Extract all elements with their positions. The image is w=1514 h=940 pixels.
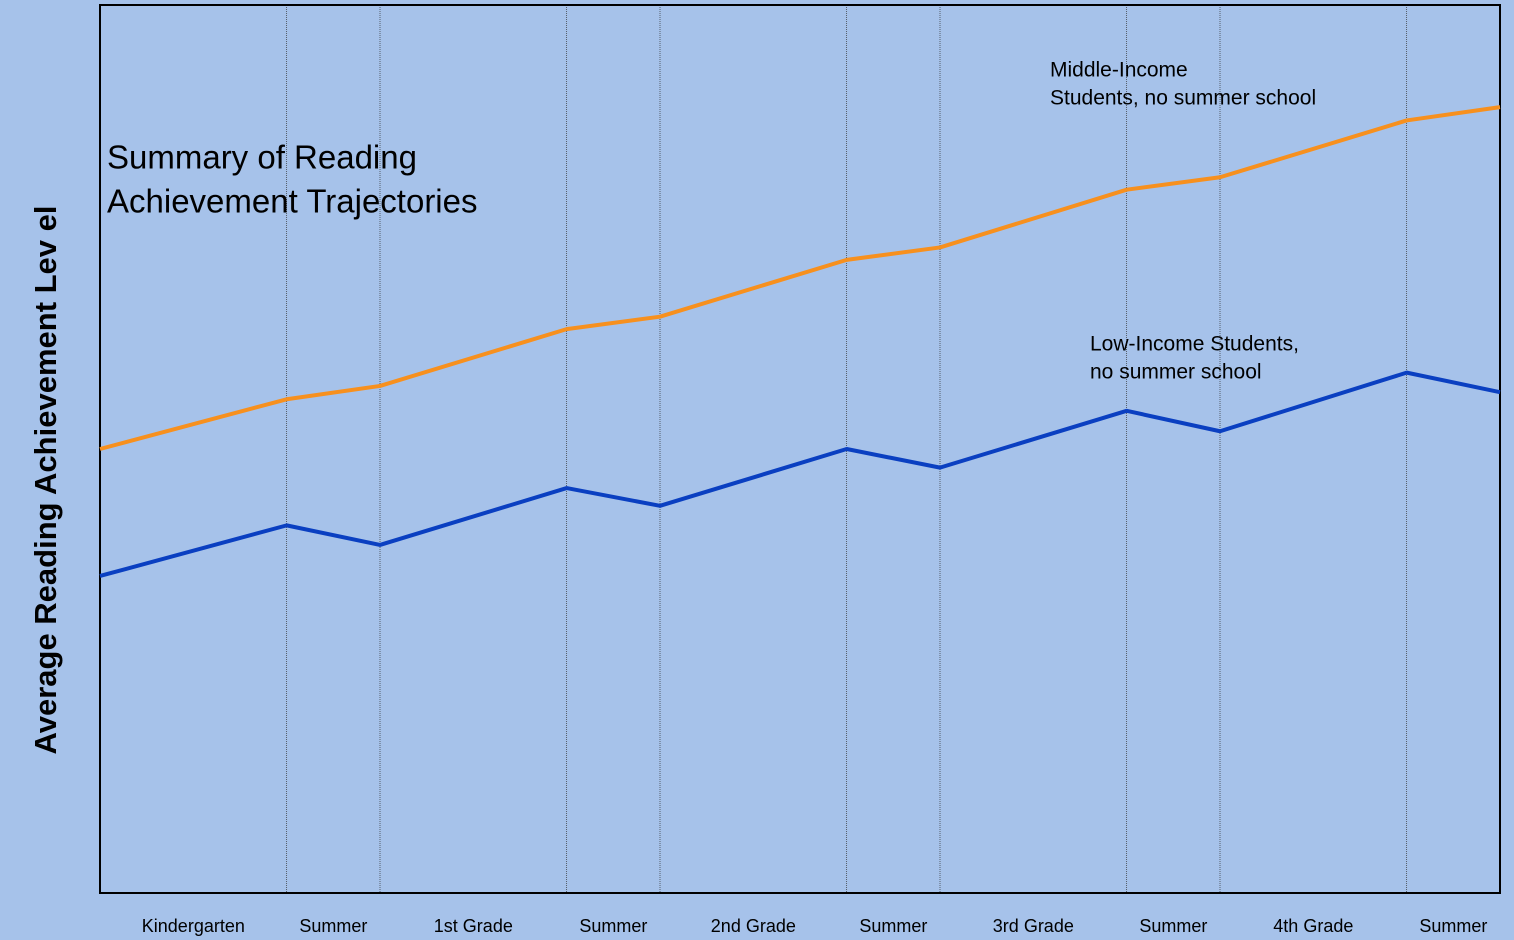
series-label: Middle-Income <box>1050 59 1188 82</box>
chart-title: Summary of Reading <box>107 139 417 176</box>
series-label: no summer school <box>1090 361 1262 384</box>
x-tick-label: 2nd Grade <box>711 916 796 936</box>
series-line <box>99 105 1501 451</box>
series-line <box>99 370 1501 578</box>
x-tick-label: Summer <box>1419 916 1487 936</box>
y-axis-label: Average Reading Achievement Lev el <box>28 205 63 754</box>
x-tick-label: Summer <box>299 916 367 936</box>
x-tick-label: Summer <box>1139 916 1207 936</box>
series-label: Low-Income Students, <box>1090 333 1299 356</box>
series-label: Students, no summer school <box>1050 87 1316 110</box>
x-tick-label: Kindergarten <box>142 916 245 936</box>
x-tick-label: 4th Grade <box>1273 916 1353 936</box>
chart-title: Achievement Trajectories <box>107 183 478 220</box>
x-tick-label: Summer <box>579 916 647 936</box>
x-tick-label: 3rd Grade <box>993 916 1074 936</box>
x-tick-label: Summer <box>859 916 927 936</box>
x-tick-label: 1st Grade <box>434 916 513 936</box>
